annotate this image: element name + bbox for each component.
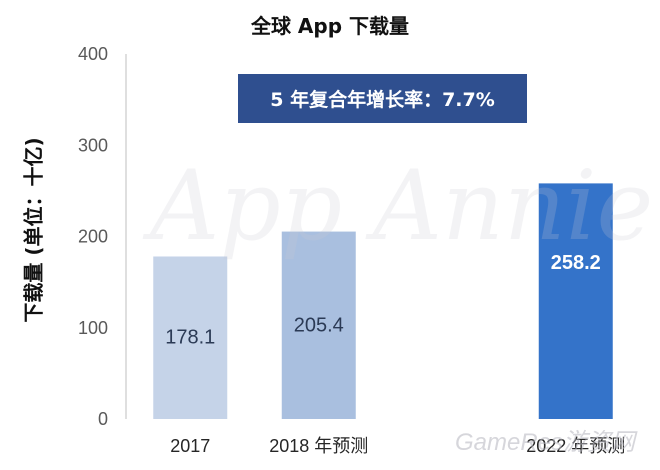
x-tick-label: 2022 年预测 xyxy=(526,436,625,456)
chart-title: 全球 App 下载量 xyxy=(250,14,410,38)
bar xyxy=(153,256,228,419)
y-axis-label: 下载量 (单位：十亿) xyxy=(21,137,46,323)
y-tick-label: 0 xyxy=(98,409,108,429)
cagr-annotation-text: 5 年复合年增长率：7.7% xyxy=(270,89,495,111)
bar xyxy=(281,231,356,419)
bar-value-label: 258.2 xyxy=(551,252,601,274)
y-tick-label: 300 xyxy=(78,135,108,155)
bar-value-label: 205.4 xyxy=(294,314,344,336)
bar xyxy=(538,183,613,419)
bar-value-label: 178.1 xyxy=(165,327,215,349)
y-tick-label: 400 xyxy=(78,44,108,64)
x-tick-label: 2018 年预测 xyxy=(269,436,368,456)
x-tick-label: 2017 xyxy=(170,436,210,456)
y-tick-label: 200 xyxy=(78,227,108,247)
cagr-annotation-box: 5 年复合年增长率：7.7% xyxy=(238,74,527,123)
y-tick-label: 100 xyxy=(78,318,108,338)
